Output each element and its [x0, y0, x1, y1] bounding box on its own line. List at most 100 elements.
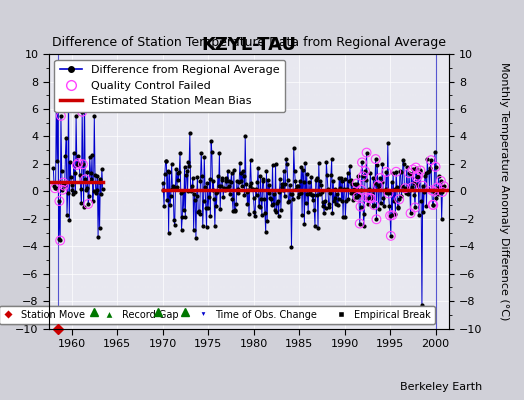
Point — [212, 203, 221, 210]
Point — [440, 183, 448, 189]
Point — [387, 179, 396, 186]
Point — [263, 218, 271, 224]
Point — [243, 189, 251, 195]
Point — [268, 202, 276, 208]
Point — [361, 168, 369, 174]
Point — [57, 113, 65, 119]
Point — [402, 190, 410, 196]
Point — [411, 204, 419, 211]
Point — [294, 194, 302, 201]
Point — [358, 159, 366, 166]
Point — [381, 186, 390, 192]
Point — [399, 160, 408, 167]
Point — [351, 181, 359, 188]
Point — [286, 181, 294, 188]
Point — [270, 191, 278, 197]
Point — [275, 213, 283, 220]
Point — [317, 182, 325, 188]
Point — [348, 181, 356, 187]
Point — [434, 173, 443, 180]
Point — [66, 158, 74, 165]
Point — [356, 220, 364, 227]
Point — [171, 184, 180, 191]
Point — [185, 163, 193, 169]
Point — [59, 179, 68, 186]
Point — [51, 185, 59, 191]
Point — [234, 186, 243, 192]
Point — [285, 198, 293, 204]
Title: KZYL-TAU: KZYL-TAU — [202, 36, 297, 54]
Point — [280, 168, 288, 174]
Point — [72, 113, 80, 119]
Point — [346, 177, 355, 184]
Point — [343, 186, 351, 192]
Point — [367, 195, 375, 202]
Point — [337, 198, 346, 204]
Point — [79, 161, 87, 168]
Point — [297, 190, 305, 196]
Point — [169, 182, 177, 189]
Point — [284, 199, 292, 205]
Point — [427, 157, 435, 163]
Point — [239, 173, 248, 179]
Point — [342, 198, 350, 204]
Point — [338, 178, 346, 184]
Point — [388, 212, 397, 218]
Point — [328, 155, 336, 162]
Point — [389, 170, 397, 176]
Point — [382, 169, 390, 175]
Point — [192, 234, 200, 241]
Point — [80, 85, 89, 92]
Point — [237, 170, 246, 176]
Point — [331, 186, 340, 192]
Point — [428, 187, 436, 194]
Point — [311, 222, 319, 229]
Point — [221, 174, 230, 181]
Point — [82, 187, 90, 193]
Point — [314, 225, 322, 231]
Point — [74, 160, 83, 166]
Point — [387, 233, 395, 239]
Point — [310, 207, 319, 213]
Point — [301, 160, 309, 167]
Point — [74, 160, 83, 166]
Point — [428, 202, 436, 208]
Point — [204, 205, 212, 212]
Point — [53, 158, 61, 164]
Point — [167, 192, 175, 199]
Point — [368, 191, 376, 198]
Point — [430, 188, 438, 195]
Point — [172, 166, 180, 173]
Point — [195, 208, 203, 214]
Point — [302, 200, 310, 206]
Point — [57, 113, 65, 119]
Point — [297, 164, 305, 170]
Point — [392, 168, 400, 175]
Point — [194, 209, 202, 216]
Point — [86, 170, 95, 176]
Point — [288, 191, 297, 198]
Point — [330, 198, 338, 204]
Point — [272, 209, 280, 215]
Point — [200, 154, 209, 160]
Point — [253, 179, 261, 186]
Point — [392, 184, 401, 190]
Point — [78, 108, 86, 115]
Point — [350, 185, 358, 192]
Point — [291, 178, 300, 184]
Point — [353, 180, 361, 187]
Point — [362, 176, 370, 183]
Point — [187, 188, 195, 194]
Point — [216, 206, 224, 213]
Point — [214, 173, 222, 180]
Point — [209, 178, 217, 184]
Point — [97, 190, 105, 197]
Point — [63, 190, 72, 196]
Point — [283, 160, 291, 167]
Point — [246, 157, 255, 163]
Point — [191, 196, 199, 203]
Point — [64, 85, 73, 92]
Point — [92, 186, 101, 193]
Point — [350, 189, 358, 196]
Point — [226, 191, 234, 198]
